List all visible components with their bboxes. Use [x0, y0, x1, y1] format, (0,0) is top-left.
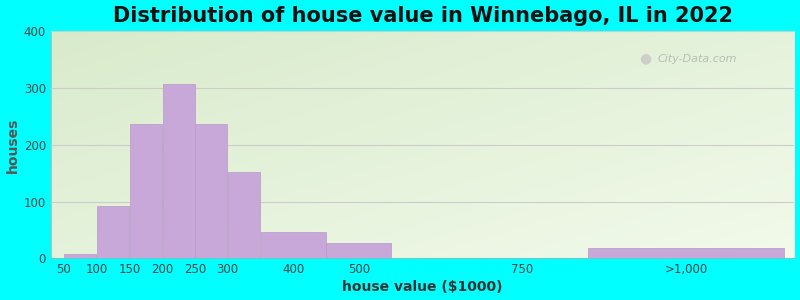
Y-axis label: houses: houses: [6, 117, 19, 172]
Bar: [588, 248, 784, 258]
Text: City-Data.com: City-Data.com: [658, 53, 738, 64]
Bar: [162, 84, 194, 258]
Bar: [64, 254, 96, 258]
X-axis label: house value ($1000): house value ($1000): [342, 280, 503, 294]
Text: ●: ●: [640, 52, 652, 65]
Bar: [97, 206, 129, 258]
Bar: [195, 124, 227, 258]
Bar: [130, 124, 162, 258]
Bar: [326, 242, 391, 258]
Title: Distribution of house value in Winnebago, IL in 2022: Distribution of house value in Winnebago…: [113, 6, 733, 26]
Bar: [228, 172, 260, 258]
Bar: [261, 232, 326, 258]
